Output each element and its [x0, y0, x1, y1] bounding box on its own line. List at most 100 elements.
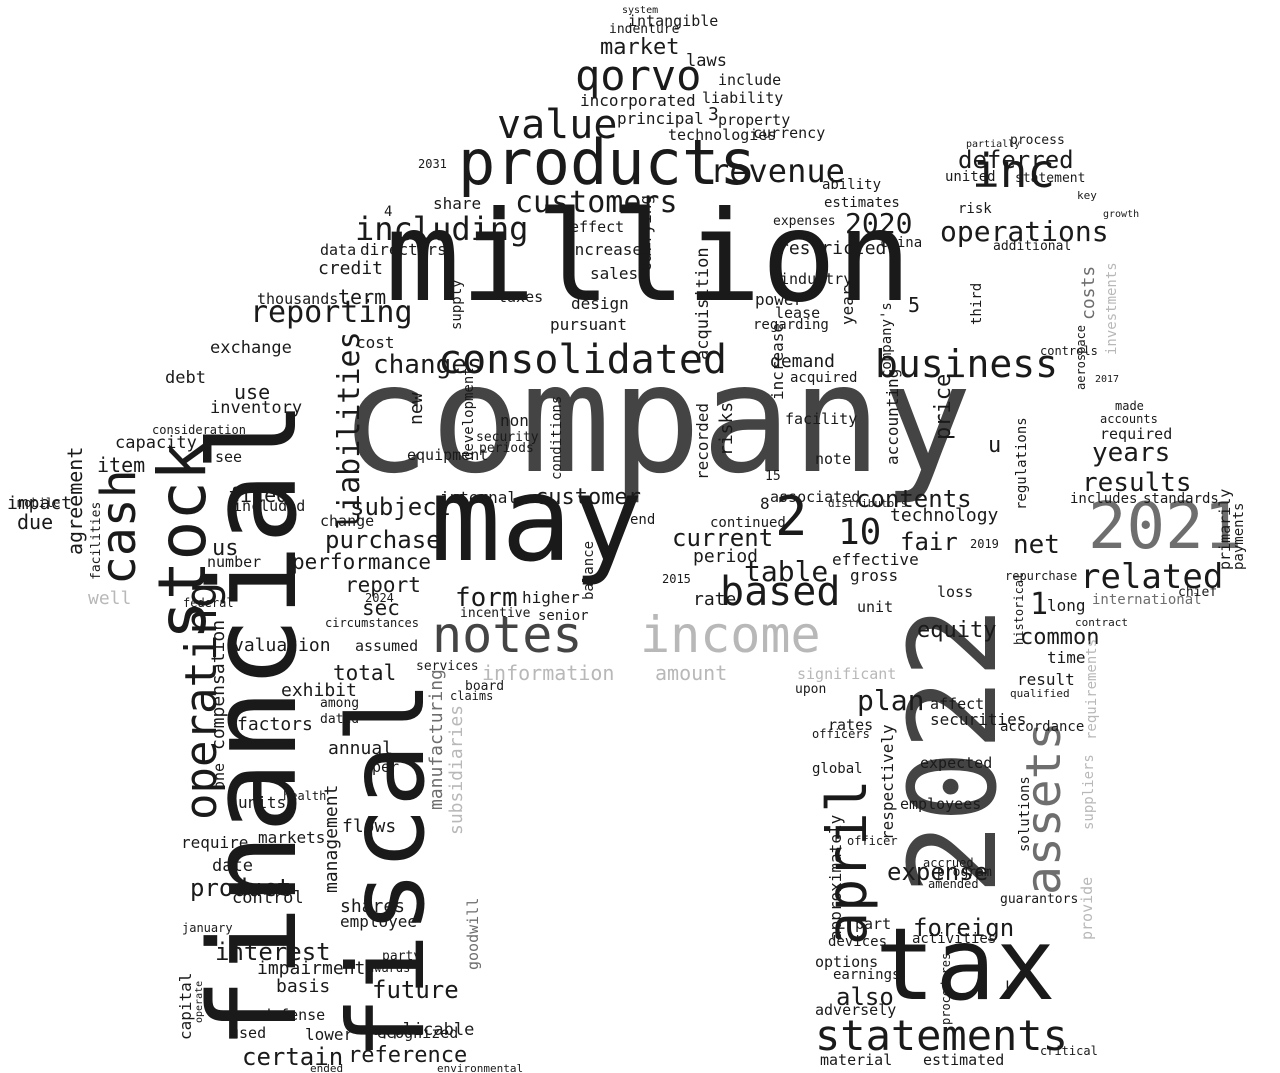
- word-196: expenses: [773, 214, 836, 229]
- word-73: amount: [655, 661, 728, 685]
- word-115: indenture: [609, 22, 680, 37]
- word-194: increase: [768, 322, 787, 400]
- word-181: 5: [908, 293, 921, 317]
- word-172: estimated: [923, 1051, 1005, 1069]
- word-109: liability: [702, 89, 784, 107]
- word-50: equity: [917, 618, 997, 643]
- word-76: credit: [318, 258, 384, 279]
- word-74: significant: [797, 665, 897, 683]
- word-268: distributors: [828, 497, 908, 510]
- word-257: operate: [194, 980, 205, 1023]
- word-54: foreign: [913, 914, 1015, 942]
- word-161: expected: [920, 754, 993, 772]
- word-5: 2022: [885, 606, 1024, 895]
- word-251: regulations: [1014, 417, 1030, 510]
- word-229: federal: [183, 596, 234, 610]
- word-192: end: [630, 512, 656, 528]
- word-164: global: [812, 761, 863, 777]
- word-113: laws: [686, 51, 727, 71]
- word-28: revenue: [710, 152, 845, 190]
- word-225: number: [207, 553, 262, 571]
- word-36: purchase: [325, 526, 441, 554]
- word-58: future: [372, 976, 459, 1004]
- word-24: 2: [775, 485, 808, 548]
- word-143: equipment: [407, 446, 489, 464]
- word-121: sales: [590, 264, 639, 283]
- word-242: loss: [937, 583, 974, 601]
- word-65: annual: [328, 738, 394, 759]
- word-23: related: [1080, 557, 1224, 597]
- word-151: required: [1100, 425, 1173, 443]
- word-149: accounting: [883, 368, 902, 465]
- word-25: 10: [838, 512, 882, 553]
- word-90: impact: [7, 493, 73, 514]
- word-31: 2020: [845, 207, 913, 240]
- word-145: non: [500, 411, 529, 430]
- word-116: include: [718, 71, 782, 89]
- word-207: suppliers: [1081, 754, 1097, 830]
- word-222: circumstances: [325, 616, 419, 630]
- word-157: time: [1047, 648, 1086, 667]
- word-208: requirements: [1084, 638, 1100, 740]
- word-126: industry: [780, 270, 853, 288]
- word-221: incentive: [460, 606, 531, 621]
- word-56: interest: [215, 938, 331, 966]
- word-184: process: [1010, 133, 1065, 148]
- word-266: additional: [993, 239, 1072, 254]
- word-43: customer: [535, 485, 641, 510]
- word-112: currency: [753, 124, 826, 142]
- word-66: flows: [342, 816, 397, 837]
- word-201: 2024: [365, 591, 394, 605]
- word-185: risk: [958, 201, 992, 217]
- word-48: fair: [900, 528, 958, 556]
- word-135: note: [815, 450, 852, 468]
- word-244: officers: [812, 727, 870, 741]
- word-178: company's: [879, 302, 895, 378]
- word-148: price: [931, 373, 956, 440]
- word-91: us: [212, 536, 239, 561]
- word-234: one: [210, 762, 228, 790]
- word-57: product: [190, 874, 292, 902]
- word-175: guarantors: [1000, 892, 1079, 907]
- word-9: income: [640, 606, 821, 664]
- word-129: demand: [770, 351, 836, 372]
- word-180: third: [969, 282, 985, 325]
- word-228: consideration: [152, 423, 246, 437]
- word-267: controls: [1040, 344, 1098, 358]
- word-61: total: [333, 661, 397, 685]
- word-105: defense: [262, 1006, 326, 1024]
- word-118: estimates: [824, 195, 900, 211]
- word-265: key: [1077, 189, 1097, 202]
- word-191: balance: [581, 540, 597, 600]
- word-102: applicable: [372, 1020, 475, 1040]
- word-114: intangible: [628, 12, 719, 30]
- word-235: used: [230, 1024, 267, 1042]
- word-95: basis: [276, 976, 331, 997]
- word-107: incorporated: [580, 91, 696, 110]
- word-253: chief: [1178, 585, 1218, 600]
- word-87: filed: [228, 483, 289, 507]
- word-214: per: [372, 758, 400, 776]
- word-261: made: [1115, 399, 1144, 413]
- word-224: included: [233, 497, 306, 515]
- word-111: technologies: [668, 126, 777, 144]
- word-6: tax: [875, 906, 1056, 1023]
- word-259: partially: [966, 139, 1021, 150]
- word-150: u: [988, 433, 1002, 458]
- word-77: term: [338, 285, 387, 309]
- word-162: employees: [900, 795, 982, 813]
- word-120: effect: [570, 218, 625, 236]
- word-179: china: [880, 235, 923, 251]
- word-101: capital: [176, 972, 195, 1040]
- word-110: property: [718, 111, 791, 129]
- word-243: upon: [795, 682, 827, 697]
- word-153: standards: [1143, 491, 1219, 507]
- word-11: 2021: [1088, 490, 1243, 564]
- word-40: form: [455, 583, 518, 613]
- word-231: health: [283, 789, 327, 803]
- word-226: see: [215, 448, 243, 466]
- word-262: accounts: [1100, 412, 1158, 426]
- word-163: rates: [828, 716, 874, 734]
- word-190: conditions: [549, 395, 565, 480]
